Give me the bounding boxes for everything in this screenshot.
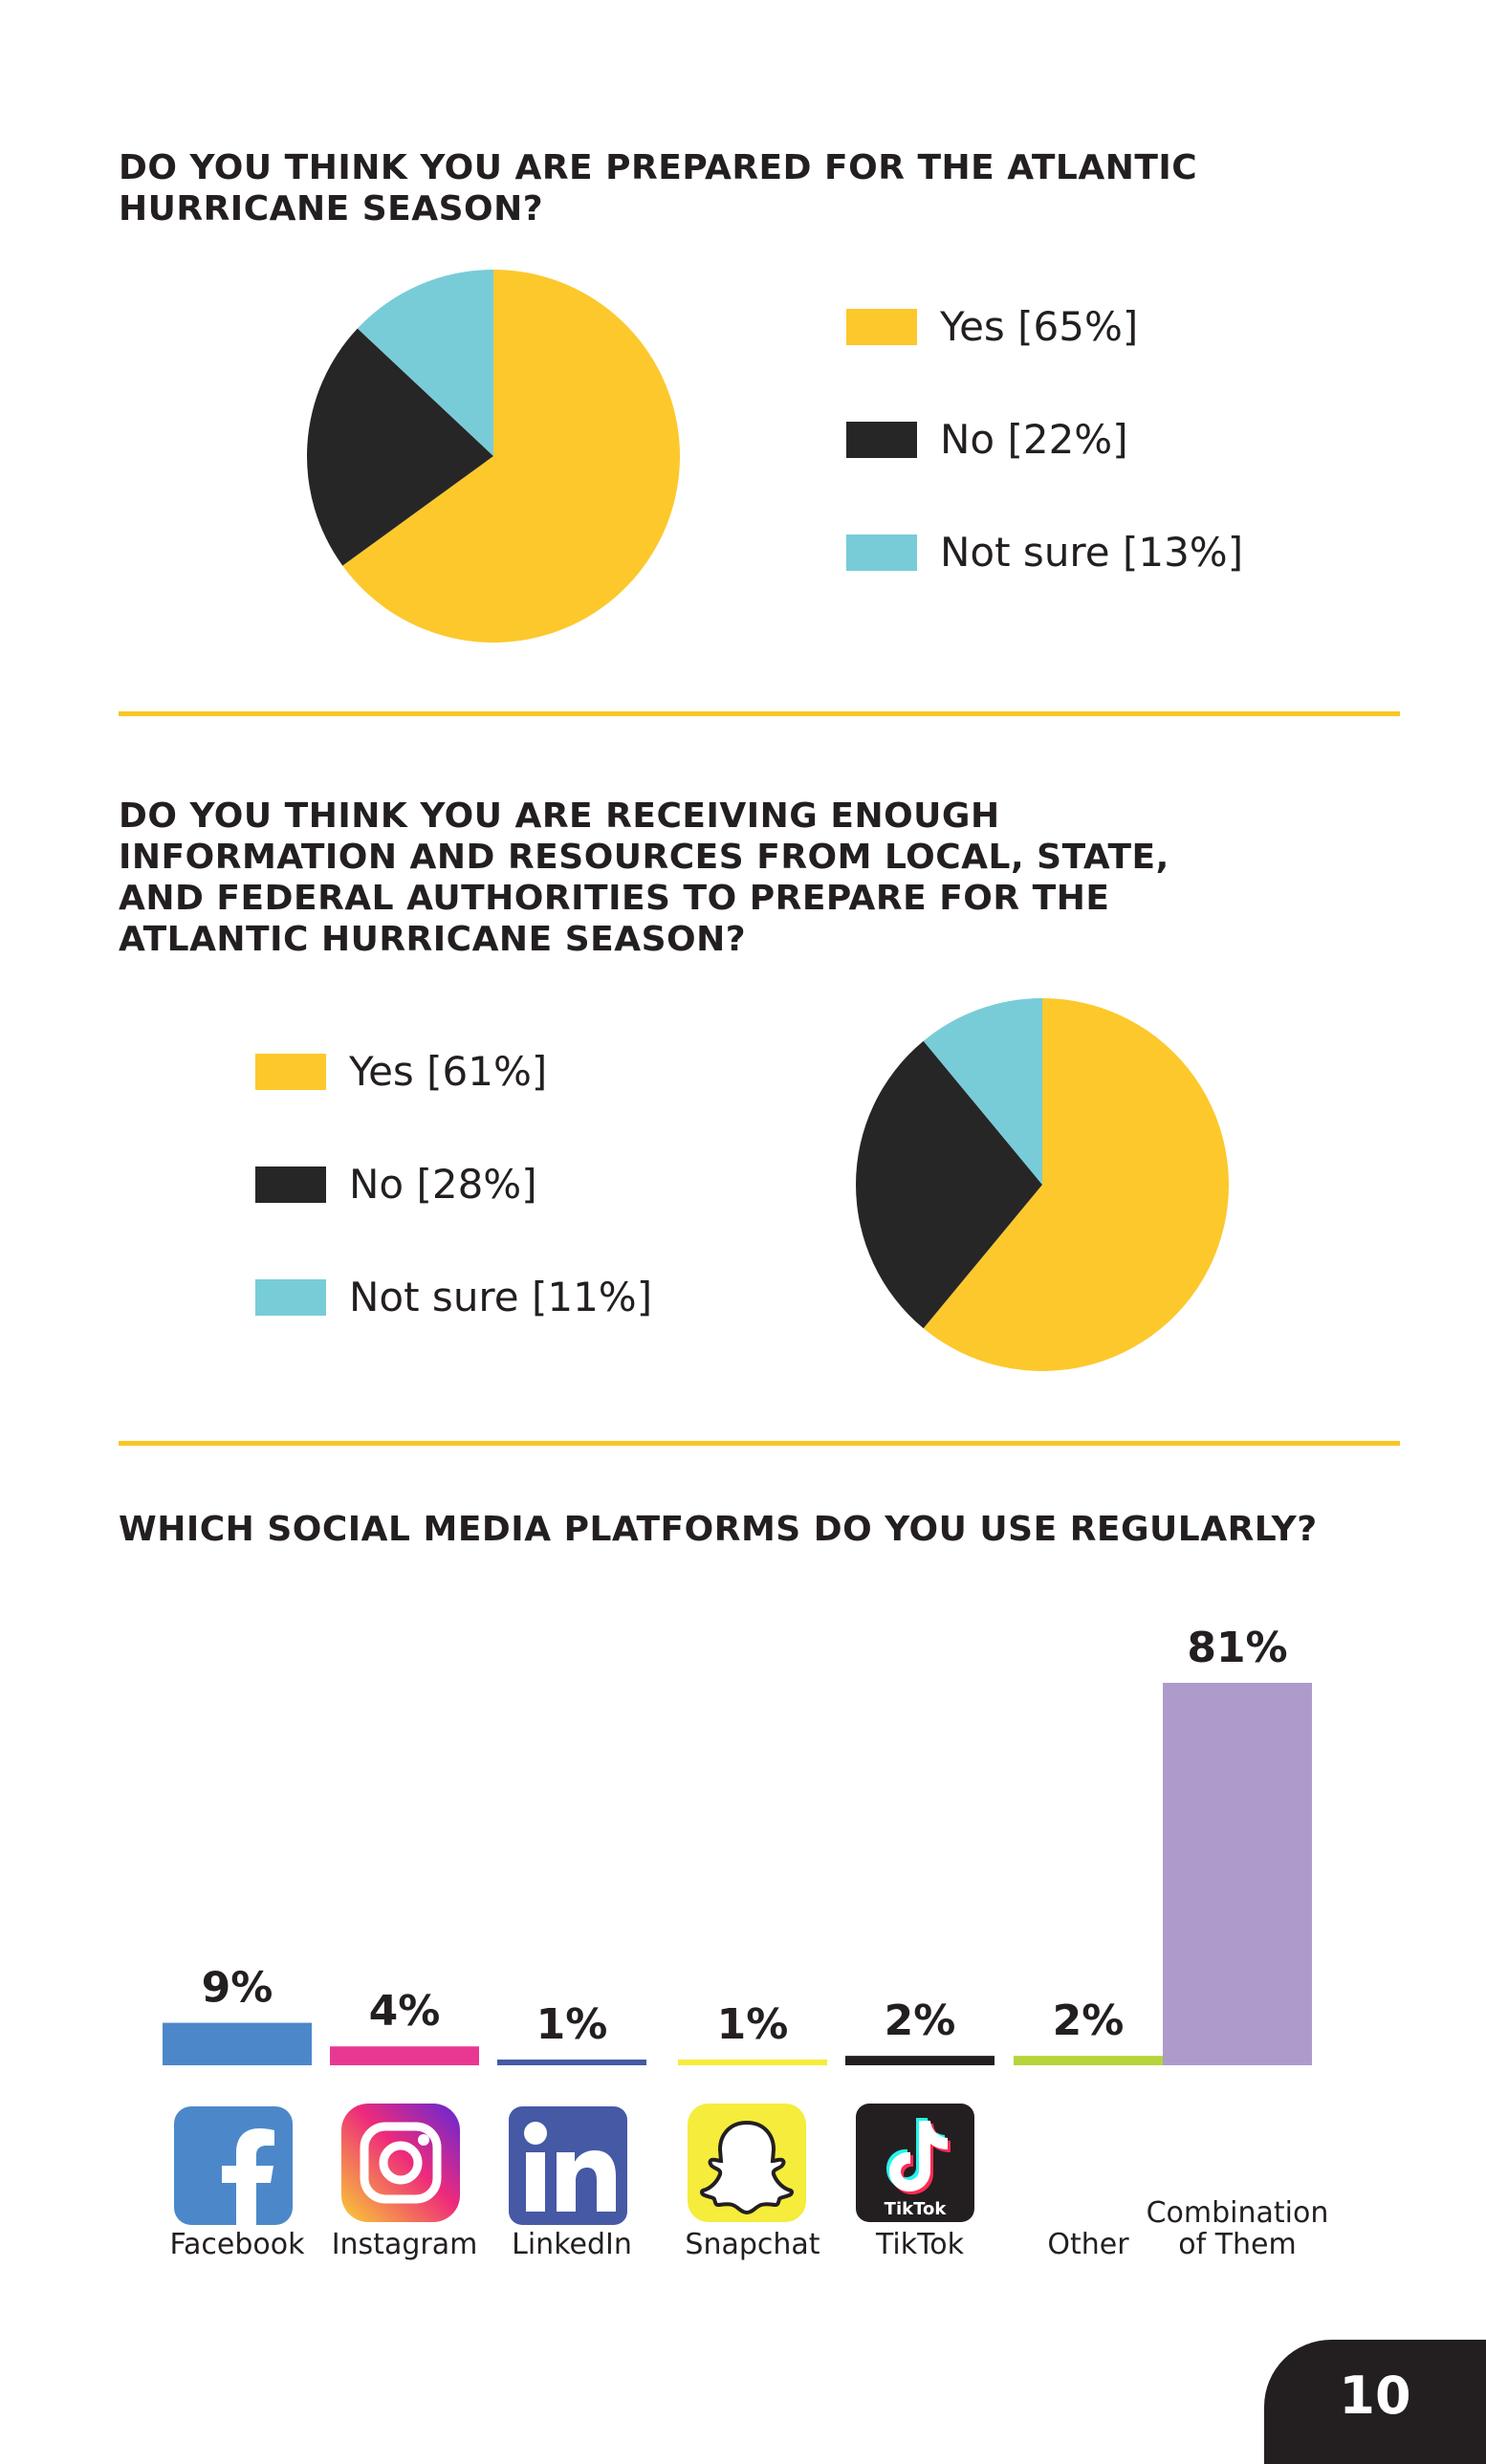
category-label: Combination (1147, 2196, 1329, 2230)
snapchat-icon (688, 2104, 806, 2222)
legend-swatch-no (846, 422, 917, 458)
legend-label-yes: Yes [65%] (940, 303, 1139, 350)
category-label: Other (1047, 2228, 1129, 2261)
tiktok-logo-text: TikTok (885, 2199, 948, 2219)
pie-slice-yes (342, 270, 680, 643)
question-2-title-line-4: ATLANTIC HURRICANE SEASON? (119, 920, 747, 959)
legend-label-not-sure: Not sure [11%] (349, 1274, 653, 1320)
facebook-icon (174, 2106, 293, 2225)
question-1-title-line-1: DO YOU THINK YOU ARE PREPARED FOR THE AT… (119, 148, 1198, 187)
legend-swatch-yes (846, 309, 917, 345)
category-label: of Them (1178, 2228, 1296, 2261)
question-2-title-line-3: AND FEDERAL AUTHORITIES TO PREPARE FOR T… (119, 879, 1110, 918)
bar-value-label: 81% (1187, 1624, 1287, 1672)
category-label: Facebook (170, 2228, 306, 2261)
question-2-title: DO YOU THINK YOU ARE RECEIVING ENOUGH IN… (119, 796, 1169, 960)
pie-slice-not-sure (357, 270, 493, 456)
bar-value-label: 2% (1053, 1996, 1125, 2045)
bar-value-label: 9% (202, 1964, 273, 2013)
legend-swatch-not-sure (255, 1279, 326, 1316)
bar-tiktok (845, 2056, 994, 2065)
question-2-title-line-1: DO YOU THINK YOU ARE RECEIVING ENOUGH (119, 796, 1000, 836)
legend-label-no: No [22%] (940, 416, 1128, 463)
section-divider-2 (119, 1441, 1400, 1446)
page-number-tab (1264, 2340, 1486, 2464)
question-3-title-text: WHICH SOCIAL MEDIA PLATFORMS DO YOU USE … (119, 1510, 1318, 1549)
bar-instagram (330, 2046, 479, 2065)
question-1-title-line-2: HURRICANE SEASON? (119, 189, 544, 229)
category-label: Snapchat (685, 2228, 819, 2261)
question-2-title-line-2: INFORMATION AND RESOURCES FROM LOCAL, ST… (119, 838, 1169, 877)
pie-slice-not-sure (923, 998, 1042, 1185)
legend-swatch-yes (255, 1054, 326, 1090)
bar-value-label: 1% (536, 2000, 608, 2049)
legend-swatch-not-sure (846, 534, 917, 571)
pie-slice-yes (923, 998, 1230, 1371)
legend-label-no: No [28%] (349, 1161, 537, 1208)
question-3-title: WHICH SOCIAL MEDIA PLATFORMS DO YOU USE … (119, 1509, 1318, 1550)
section-divider-1 (119, 711, 1400, 716)
legend-label-yes: Yes [61%] (349, 1048, 548, 1095)
bar-linkedin (497, 2060, 646, 2065)
tiktok-icon: TikTok (856, 2104, 974, 2222)
bar-other (1014, 2056, 1163, 2065)
bar-facebook (163, 2022, 312, 2065)
linkedin-icon (509, 2106, 627, 2225)
category-label: TikTok (875, 2228, 965, 2261)
instagram-icon (341, 2104, 460, 2222)
bar-value-label: 2% (885, 1996, 956, 2045)
bar-value-label: 4% (369, 1987, 441, 2036)
pie-slice-no (307, 328, 493, 566)
question-1-title: DO YOU THINK YOU ARE PREPARED FOR THE AT… (119, 147, 1197, 229)
bar-value-label: 1% (717, 2000, 789, 2049)
page-number: 10 (1339, 2366, 1411, 2426)
legend-swatch-no (255, 1167, 326, 1203)
legend-label-not-sure: Not sure [13%] (940, 529, 1244, 576)
pie-slice-no (856, 1040, 1042, 1329)
category-label: LinkedIn (512, 2228, 632, 2261)
bar-combination-of-them (1163, 1683, 1312, 2065)
bar-snapchat (678, 2060, 827, 2065)
category-label: Instagram (332, 2228, 478, 2261)
